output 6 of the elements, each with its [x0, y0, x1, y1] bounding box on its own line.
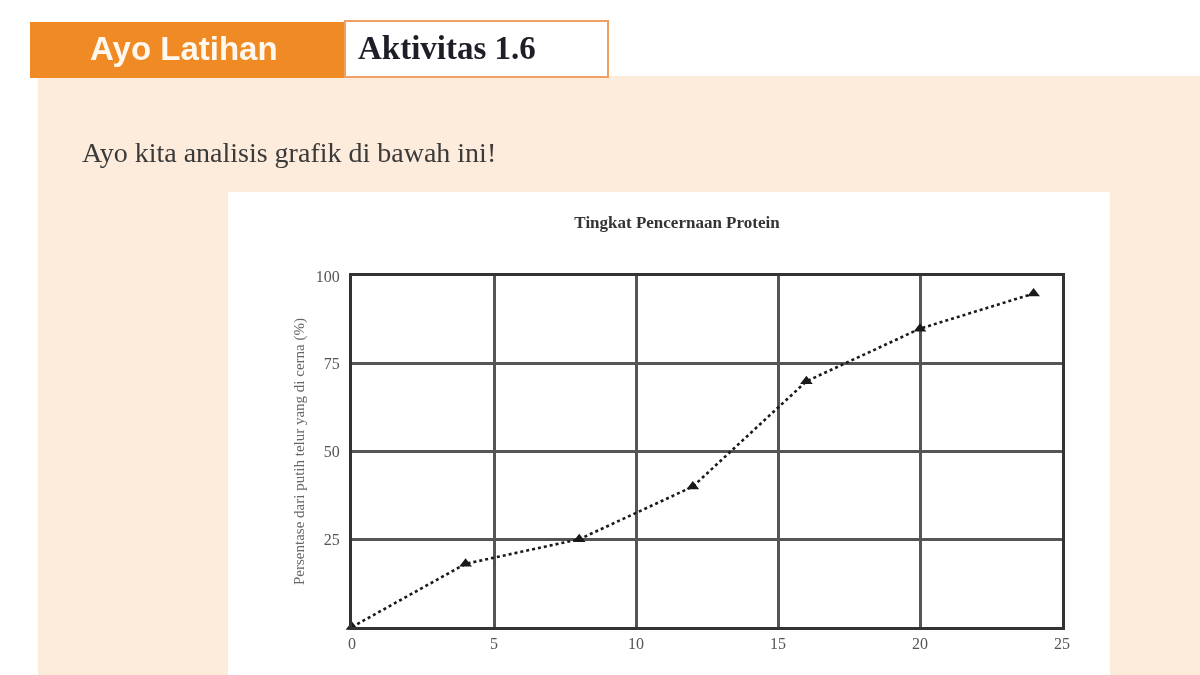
x-tick-label: 15	[770, 635, 786, 653]
x-tick-label: 20	[912, 635, 928, 653]
x-tick-label: 0	[348, 635, 356, 653]
x-tick-label: 5	[490, 635, 498, 653]
x-tick-label: 25	[1054, 635, 1070, 653]
x-tick-label: 10	[628, 635, 644, 653]
